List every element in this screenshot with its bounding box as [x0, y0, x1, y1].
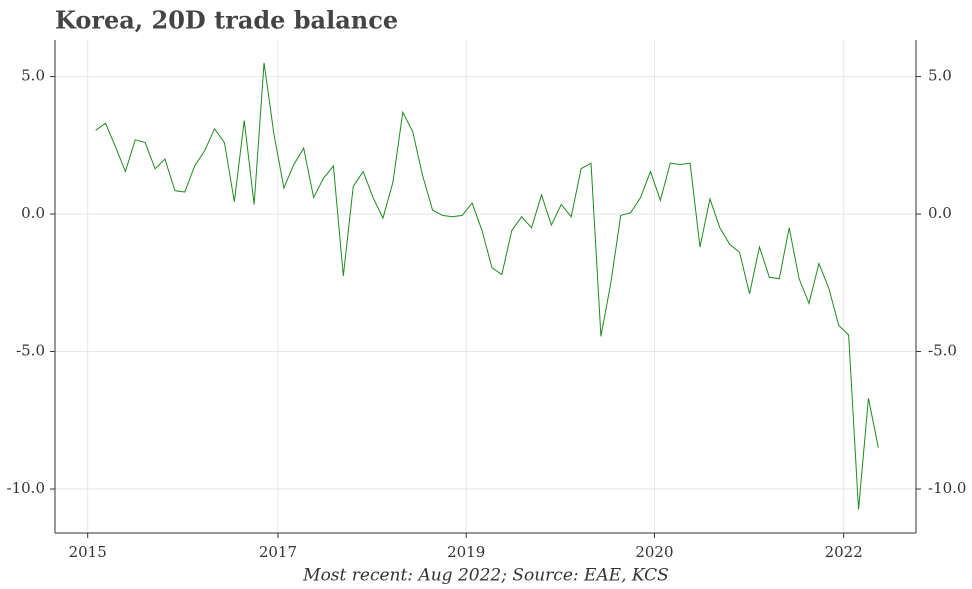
- y2-tick-label: -5.0: [928, 342, 957, 360]
- x-tick-label: 2022: [825, 543, 863, 561]
- x-tick-label: 2019: [447, 543, 485, 561]
- y-tick-label: 5.0: [21, 67, 45, 85]
- y2-tick-label: 5.0: [928, 67, 952, 85]
- y2-tick-label: 0.0: [928, 204, 952, 222]
- y-tick-label: 0.0: [21, 204, 45, 222]
- x-tick-label: 2015: [69, 543, 107, 561]
- x-tick-label: 2020: [635, 543, 673, 561]
- y2-tick-label: -10.0: [928, 479, 966, 497]
- data-line: [95, 62, 879, 510]
- y-tick-label: -5.0: [16, 342, 45, 360]
- x-tick-label: 2017: [259, 543, 297, 561]
- y-tick-label: -10.0: [7, 479, 45, 497]
- chart-title: Korea, 20D trade balance: [55, 6, 398, 35]
- footnote: Most recent: Aug 2022; Source: EAE, KCS: [302, 566, 669, 586]
